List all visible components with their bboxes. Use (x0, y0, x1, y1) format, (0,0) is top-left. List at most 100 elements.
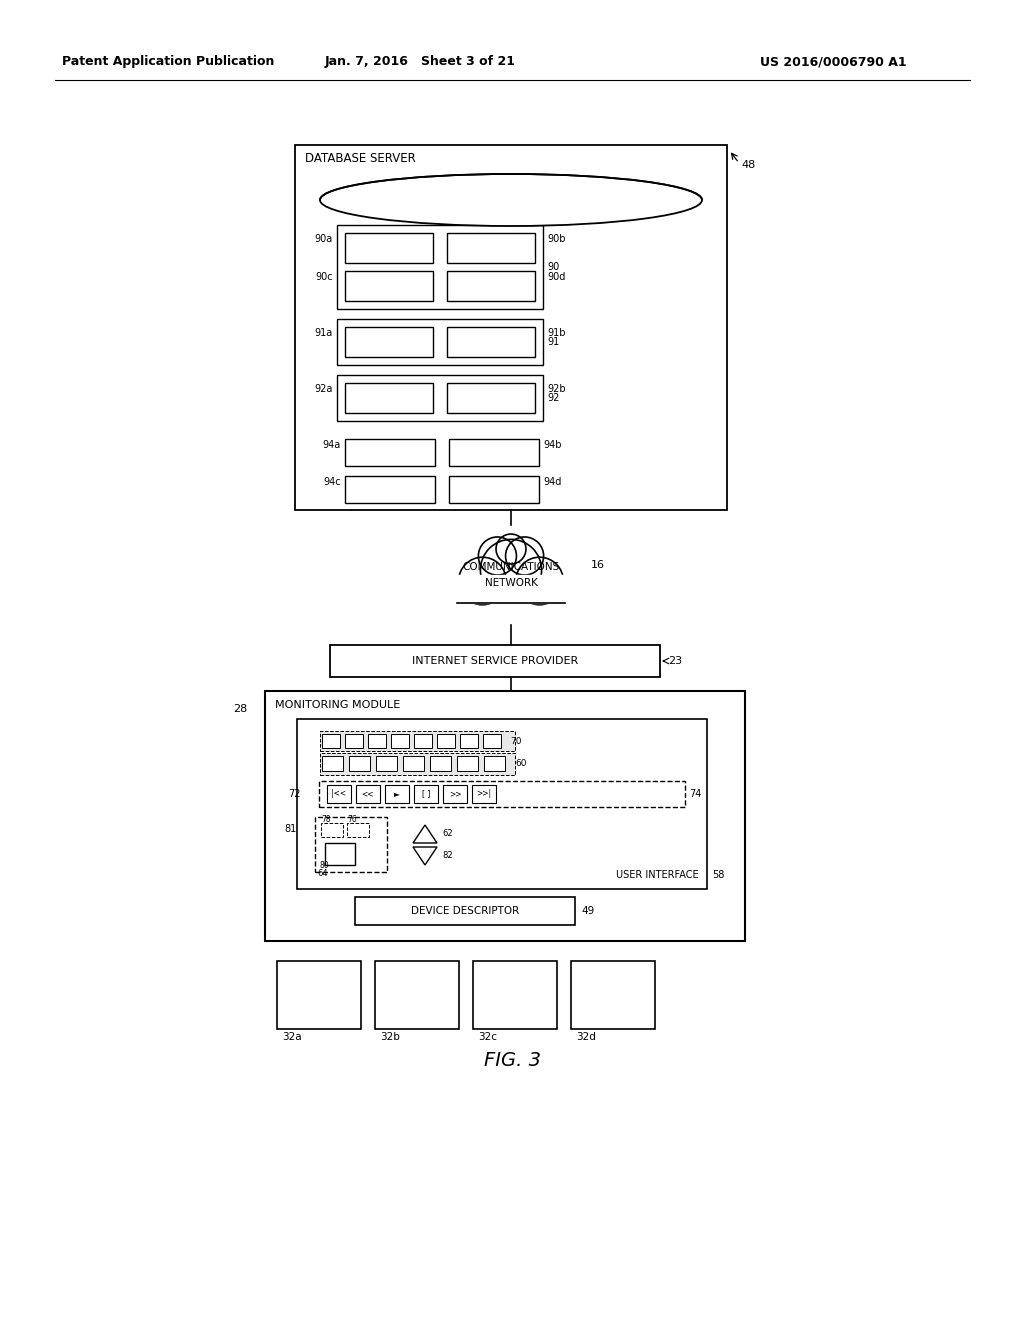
Text: 90: 90 (547, 261, 559, 272)
Text: 70: 70 (510, 737, 521, 746)
Text: |<<: |<< (332, 789, 346, 799)
Text: MONITORING MODULE: MONITORING MODULE (275, 700, 400, 710)
Text: [ ]: [ ] (422, 789, 430, 799)
Bar (337, 375, 543, 421)
Text: Patent Application Publication: Patent Application Publication (62, 55, 274, 69)
Text: <<: << (361, 789, 374, 799)
Text: INTERNET SERVICE PROVIDER: INTERNET SERVICE PROVIDER (412, 656, 579, 667)
Text: 32a: 32a (282, 1032, 302, 1041)
Bar (345, 440, 435, 466)
Bar (447, 271, 535, 301)
Bar (472, 785, 496, 803)
Circle shape (506, 537, 544, 576)
Bar (278, 961, 361, 1030)
Bar (430, 756, 451, 771)
Text: 49: 49 (581, 906, 594, 916)
Bar (347, 822, 369, 837)
Text: 82: 82 (442, 851, 453, 859)
Bar (319, 752, 515, 775)
Text: 94d: 94d (543, 477, 561, 487)
Bar (473, 961, 557, 1030)
Text: 78: 78 (321, 816, 331, 825)
Bar (443, 785, 467, 803)
Text: 76: 76 (347, 816, 356, 825)
Text: 91a: 91a (314, 327, 333, 338)
Text: 90c: 90c (315, 272, 333, 282)
Bar (297, 719, 707, 888)
Bar (265, 690, 745, 941)
Bar (321, 822, 343, 837)
Bar (376, 756, 397, 771)
Text: DEVICE DESCRIPTOR: DEVICE DESCRIPTOR (411, 906, 519, 916)
Text: 92a: 92a (314, 384, 333, 393)
Ellipse shape (319, 174, 702, 226)
Text: >>|: >>| (476, 789, 492, 799)
Text: 32d: 32d (575, 1032, 596, 1041)
Text: FIG. 3: FIG. 3 (483, 1052, 541, 1071)
Bar (319, 781, 685, 807)
Bar (327, 785, 351, 803)
Text: 60: 60 (515, 759, 526, 768)
Text: COMMUNICATIONS: COMMUNICATIONS (463, 562, 560, 572)
Text: 62: 62 (442, 829, 453, 838)
Bar (403, 756, 424, 771)
Text: 81: 81 (285, 824, 297, 834)
Bar (345, 734, 362, 748)
Text: 16: 16 (591, 560, 605, 570)
Bar (345, 383, 433, 413)
Text: >>: >> (449, 789, 461, 799)
Text: 90a: 90a (314, 234, 333, 244)
Text: 72: 72 (289, 789, 301, 799)
Text: 92b: 92b (547, 384, 565, 393)
Bar (449, 440, 539, 466)
Text: 91: 91 (547, 337, 559, 347)
Bar (484, 756, 505, 771)
Bar (460, 734, 478, 748)
Bar (322, 734, 340, 748)
Bar (447, 234, 535, 263)
Bar (443, 573, 579, 602)
Text: 48: 48 (741, 160, 756, 170)
Bar (447, 383, 535, 413)
Bar (483, 734, 501, 748)
Text: 90d: 90d (547, 272, 565, 282)
Bar (345, 477, 435, 503)
Bar (345, 234, 433, 263)
Circle shape (496, 535, 526, 564)
Text: 23: 23 (668, 656, 682, 667)
Bar (437, 734, 455, 748)
Text: 91b: 91b (547, 327, 565, 338)
Text: 28: 28 (232, 704, 247, 714)
Text: US 2016/0006790 A1: US 2016/0006790 A1 (760, 55, 906, 69)
Bar (447, 327, 535, 356)
Bar (330, 645, 660, 677)
Text: NETWORK: NETWORK (484, 578, 538, 587)
Text: 94b: 94b (543, 440, 561, 450)
Circle shape (480, 540, 542, 601)
Bar (414, 734, 432, 748)
Text: 94a: 94a (323, 440, 341, 450)
Text: ►: ► (394, 789, 400, 799)
Bar (315, 817, 387, 873)
Bar (295, 145, 727, 510)
Text: 64: 64 (317, 870, 328, 879)
Bar (449, 477, 539, 503)
Bar (345, 327, 433, 356)
Bar (414, 785, 438, 803)
Text: 90b: 90b (547, 234, 565, 244)
Bar (322, 756, 343, 771)
Bar (375, 961, 459, 1030)
Circle shape (459, 557, 506, 605)
Bar (337, 319, 543, 366)
Bar (457, 756, 478, 771)
Bar (443, 576, 579, 602)
Circle shape (478, 537, 516, 576)
Text: 32c: 32c (478, 1032, 497, 1041)
Text: 32b: 32b (380, 1032, 400, 1041)
Bar (325, 843, 355, 865)
Bar (337, 224, 543, 309)
Text: 58: 58 (712, 870, 724, 880)
Bar (356, 785, 380, 803)
Text: 74: 74 (689, 789, 701, 799)
Bar (368, 734, 386, 748)
